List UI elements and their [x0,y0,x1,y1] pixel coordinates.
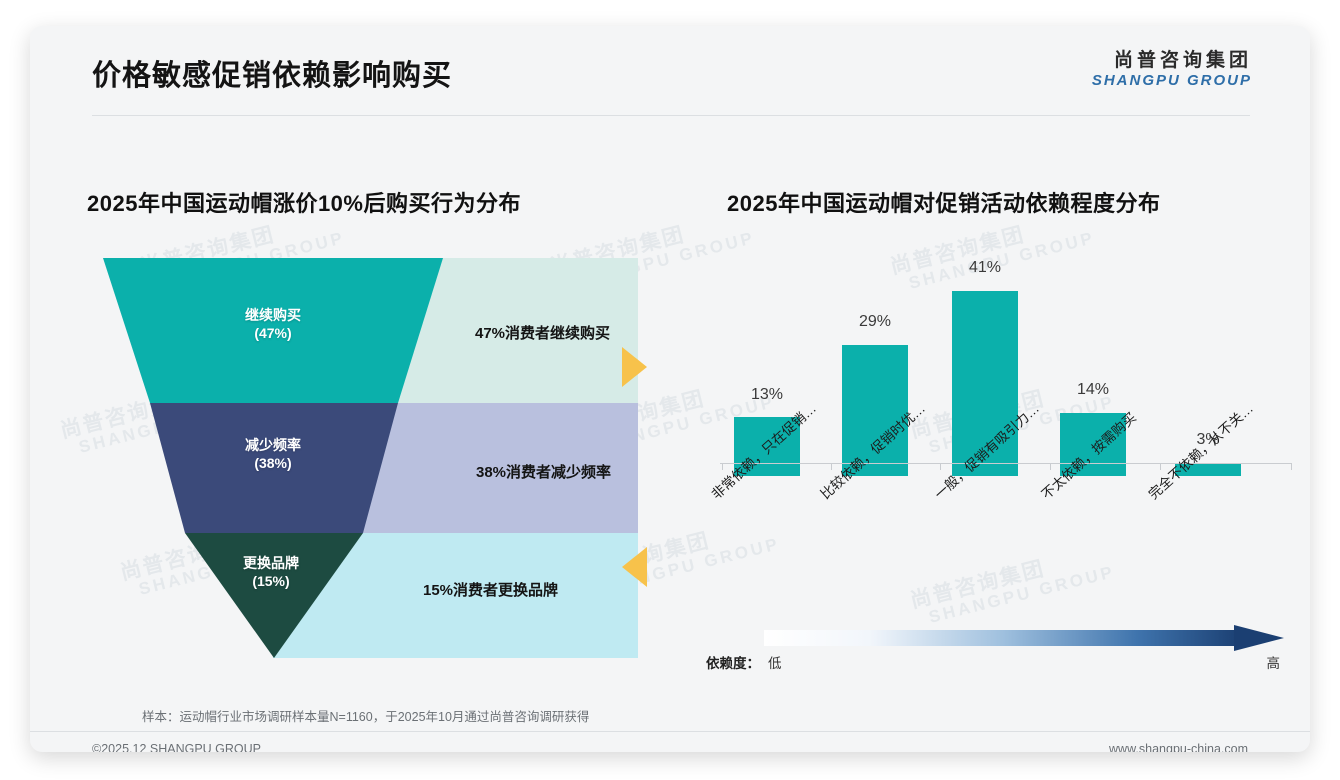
left-chart-title: 2025年中国运动帽涨价10%后购买行为分布 [87,191,521,216]
footer-divider [30,731,1310,732]
logo-chinese: 尚普咨询集团 [1113,50,1252,71]
bar-rect-1 [734,417,800,476]
funnel-chart: 继续购买 (47%) 减少频率 (38%) 更换品牌 (15%) 47%消费者继… [98,258,638,658]
funnel-label-2: 减少频率 (38%) [198,436,348,473]
watermark-cn: 尚普咨询集团 [907,557,1048,613]
bar-value-4: 14% [1076,381,1110,398]
logo-english: SHANGPU GROUP [1091,71,1252,89]
funnel-stage-name-2: 减少频率 [245,437,301,453]
slide-card: 尚普咨询集团 SHANGPU GROUP 尚普咨询集团 SHANGPU GROU… [30,26,1310,752]
bar-value-2: 29% [858,313,892,330]
play-left-icon [622,547,647,587]
funnel-stage-name-1: 继续购买 [245,307,301,323]
page-title: 价格敏感促销依赖影响购买 [92,60,453,92]
funnel-desc-1: 47%消费者继续购买 [475,325,611,342]
legend-title: 依赖度： [706,656,760,671]
watermark-en: SHANGPU GROUP [926,562,1117,627]
funnel-slice-3 [185,533,363,658]
funnel-desc-3: 15%消费者更换品牌 [423,582,559,599]
funnel-stage-value-1: (47%) [254,325,292,342]
watermark: 尚普咨询集团 SHANGPU GROUP [908,542,1117,630]
bar-value-1: 13% [750,386,784,403]
slide-header: 价格敏感促销依赖影响购买 尚普咨询集团 SHANGPU GROUP [30,26,1310,114]
funnel-graphic [103,258,638,658]
copyright-text: ©2025.12 SHANGPU GROUP [92,742,261,752]
funnel-stage-value-2: (38%) [254,455,292,472]
axis-tick [1050,463,1051,470]
sample-footnote: 样本：运动帽行业市场调研样本量N=1160，于2025年10月通过尚普咨询调研获… [142,710,590,724]
right-chart-title: 2025年中国运动帽对促销活动依赖程度分布 [727,191,1161,216]
dependency-legend: 依赖度： 低 高 [706,622,1286,678]
bar-rect-2 [842,345,908,476]
play-right-icon [622,347,647,387]
funnel-label-1: 继续购买 (47%) [198,306,348,343]
bar-rect-3 [952,291,1018,476]
brand-logo: 尚普咨询集团 SHANGPU GROUP [1092,50,1252,89]
legend-low-label: 低 [768,656,782,671]
bar-rect-5 [1175,463,1241,476]
axis-tick [722,463,723,470]
funnel-slice-1 [103,258,443,403]
bar-axis-line [720,463,1292,464]
bar-chart: 13% 29% 41% 14% 3% [720,259,1290,476]
axis-tick [940,463,941,470]
website-link[interactable]: www.shangpu-china.com [1109,742,1248,752]
funnel-desc-2: 38%消费者减少频率 [476,464,612,481]
bar-rect-4 [1060,413,1126,476]
gradient-arrow-icon [764,625,1284,651]
funnel-stage-name-3: 更换品牌 [243,555,299,571]
bar-value-5: 3% [1196,431,1220,448]
axis-tick [1291,463,1292,470]
axis-tick [831,463,832,470]
axis-tick [1160,463,1161,470]
funnel-label-3: 更换品牌 (15%) [196,554,346,591]
funnel-stage-value-3: (15%) [252,573,290,590]
header-divider [92,115,1250,116]
funnel-slice-2 [150,403,398,533]
legend-high-label: 高 [1266,656,1281,671]
bar-value-3: 41% [968,259,1002,276]
